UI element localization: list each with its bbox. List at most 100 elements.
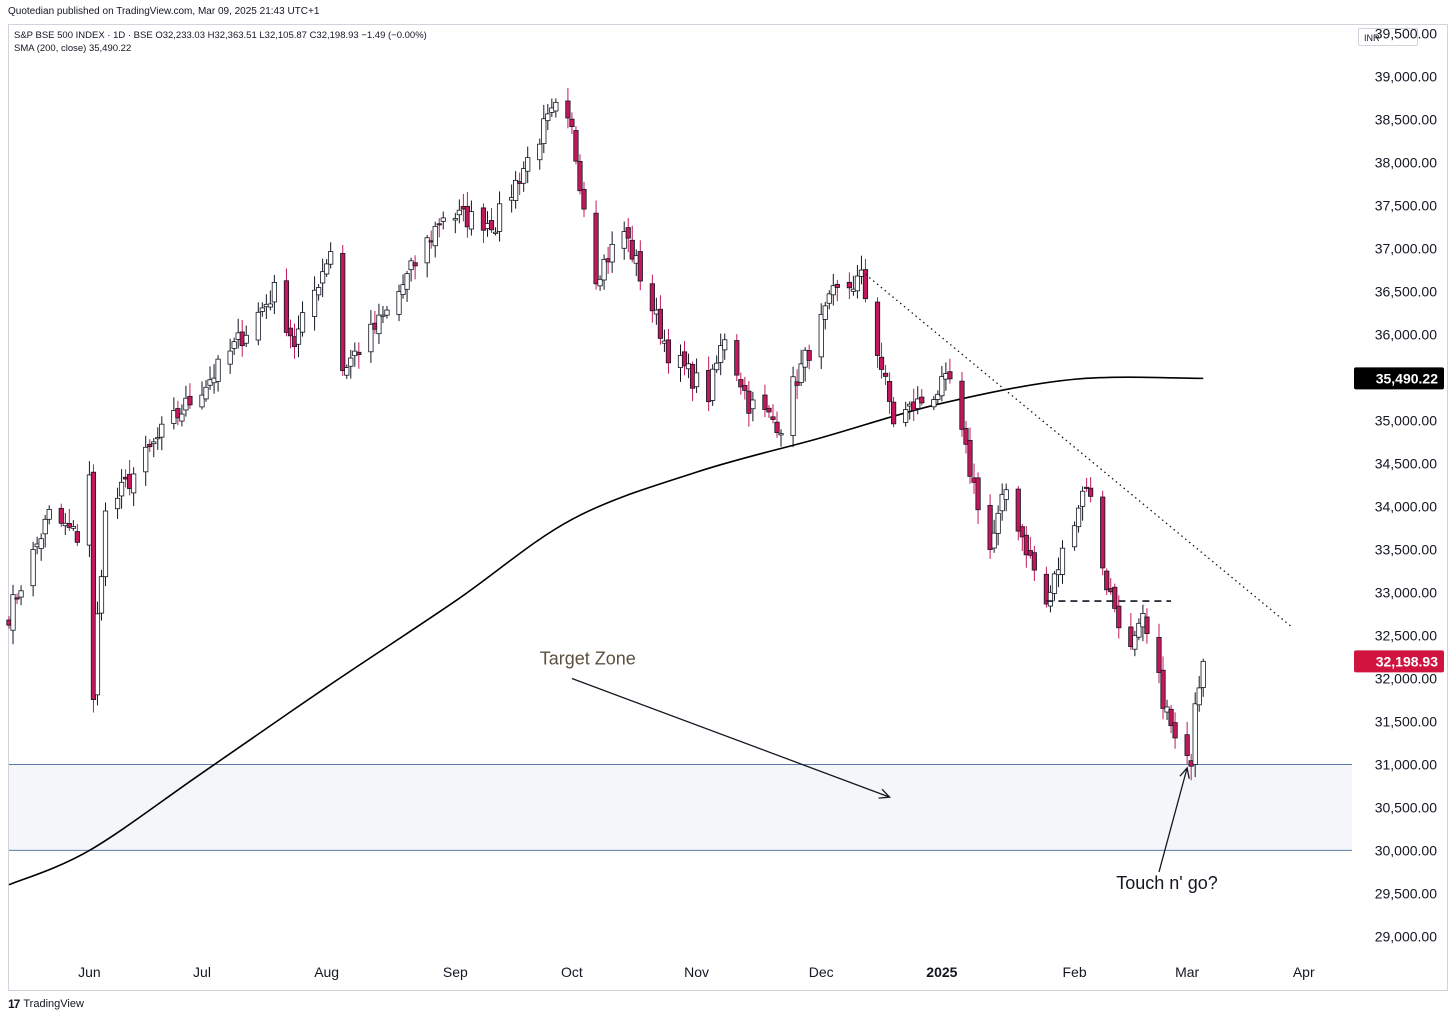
candle-up	[255, 302, 261, 346]
candle-body	[255, 311, 261, 341]
candle-down	[882, 364, 889, 386]
candle-up	[1071, 521, 1078, 551]
candle-down	[1156, 623, 1162, 684]
candle-down	[629, 225, 635, 263]
candle-body	[66, 523, 72, 528]
candle-body	[621, 231, 627, 249]
candle-body	[58, 507, 64, 524]
candle-up	[227, 338, 233, 374]
candle-body	[722, 339, 728, 351]
candle-up	[468, 200, 475, 236]
candle-body	[882, 372, 889, 377]
candle-down	[1023, 526, 1029, 568]
candle-body	[710, 368, 716, 401]
candle-up	[553, 98, 559, 118]
candle-up	[718, 333, 724, 376]
candle-down	[1168, 704, 1174, 734]
candle-body	[1196, 687, 1202, 706]
candle-up	[243, 325, 249, 348]
y-tick-label: 33,000.00	[1375, 584, 1437, 600]
candle-body	[577, 160, 583, 192]
x-tick-label: Dec	[809, 964, 834, 980]
candle-body	[1071, 525, 1078, 548]
candle-up	[42, 514, 48, 548]
candle-down	[987, 494, 993, 559]
candle-down	[577, 154, 583, 195]
candle-up	[693, 358, 700, 393]
y-tick-label: 39,500.00	[1375, 26, 1437, 42]
candle-body	[328, 251, 334, 265]
candle-down	[834, 279, 840, 302]
candle-down	[919, 388, 925, 406]
candle-down	[175, 400, 181, 426]
candle-body	[384, 309, 390, 316]
candle-down	[1100, 490, 1106, 576]
candle-body	[480, 207, 487, 231]
candle-body	[742, 385, 748, 391]
candle-down	[774, 411, 780, 438]
candle-up	[143, 435, 149, 486]
candle-up	[159, 416, 165, 451]
candle-body	[271, 282, 277, 303]
candle-body	[46, 508, 52, 520]
candle-body	[657, 308, 663, 339]
candle-up	[271, 274, 277, 315]
tradingview-footer: 17 TradingView	[8, 997, 84, 1011]
candle-down	[436, 218, 442, 238]
candle-down	[742, 376, 748, 400]
candle-body	[693, 372, 700, 388]
candle-body	[553, 101, 559, 112]
candle-body	[143, 446, 149, 473]
candle-up	[496, 191, 503, 242]
sma-legend-line: SMA (200, close) 35,490.22	[14, 43, 132, 54]
candle-up	[513, 171, 519, 209]
candle-body	[496, 203, 503, 232]
candle-body	[818, 313, 824, 358]
candle-down	[581, 181, 587, 218]
candle-up	[1075, 505, 1082, 533]
candle-down	[846, 272, 852, 300]
candle-body	[368, 323, 374, 353]
candle-up	[790, 366, 796, 448]
candle-body	[18, 590, 24, 598]
currency-selector[interactable]: INR	[1358, 28, 1418, 46]
candle-body	[774, 421, 780, 433]
candle-body	[30, 549, 36, 587]
candle-up	[545, 104, 551, 131]
x-tick-label: Oct	[561, 964, 583, 980]
candle-body	[295, 328, 302, 345]
candle-body	[762, 394, 768, 410]
candle-body	[1100, 496, 1106, 569]
y-tick-label: 36,500.00	[1375, 284, 1437, 300]
candle-body	[10, 594, 16, 631]
candle-up	[939, 366, 945, 402]
candle-body	[356, 351, 362, 355]
x-tick-label: Jun	[78, 964, 101, 980]
candle-body	[316, 287, 322, 296]
candle-body	[681, 351, 688, 367]
candle-body	[963, 428, 969, 445]
candle-body	[324, 263, 330, 275]
candle-body	[597, 278, 603, 287]
candle-body	[1192, 703, 1198, 765]
candle-up	[320, 258, 326, 298]
candle-body	[1184, 734, 1190, 756]
target-zone-band	[9, 764, 1352, 851]
candle-body	[187, 395, 193, 406]
candle-body	[440, 217, 446, 222]
candle-down	[738, 372, 744, 395]
candle-up	[521, 161, 527, 192]
candle-up	[456, 199, 462, 224]
y-tick-label: 34,500.00	[1375, 456, 1437, 472]
x-tick-label: Aug	[314, 964, 339, 980]
candle-body	[846, 281, 852, 289]
candle-body	[939, 376, 945, 397]
candle-up	[179, 404, 185, 427]
candle-down	[565, 87, 571, 129]
candle-up	[328, 242, 334, 269]
candle-body	[637, 251, 643, 282]
touch-n-go-arrow-head	[1179, 766, 1190, 779]
target-zone-label: Target Zone	[540, 649, 636, 669]
candle-body	[830, 285, 836, 296]
